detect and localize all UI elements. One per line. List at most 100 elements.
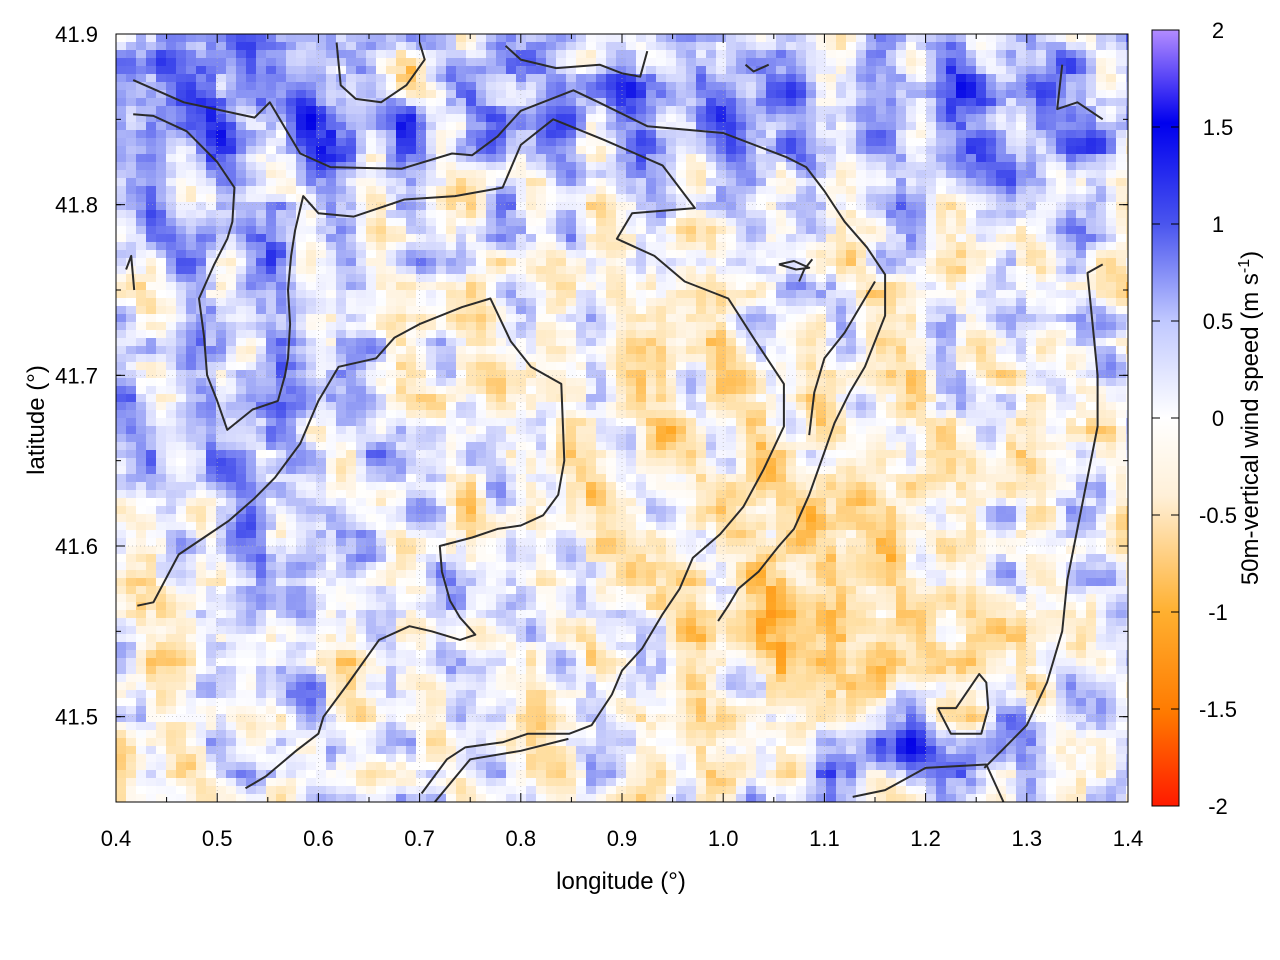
heatmap-cell — [596, 42, 607, 51]
heatmap-cell — [156, 58, 167, 67]
heatmap-cell — [736, 34, 747, 43]
heatmap-cell — [436, 394, 447, 403]
heatmap-cell — [336, 178, 347, 187]
heatmap-cell — [466, 330, 477, 339]
heatmap-cell — [936, 298, 947, 307]
heatmap-cell — [416, 154, 427, 163]
heatmap-cell — [866, 58, 877, 67]
heatmap-cell — [246, 298, 257, 307]
heatmap-cell — [846, 418, 857, 427]
heatmap-cell — [996, 378, 1007, 387]
heatmap-cell — [756, 42, 767, 51]
heatmap-cell — [396, 242, 407, 251]
heatmap-cell — [326, 274, 337, 283]
heatmap-cell — [156, 322, 167, 331]
heatmap-cell — [226, 282, 237, 291]
heatmap-cell — [336, 250, 347, 259]
heatmap-cell — [116, 42, 127, 51]
heatmap-cell — [416, 138, 427, 147]
heatmap-cell — [676, 306, 687, 315]
heatmap-cell — [826, 106, 837, 115]
heatmap-cell — [606, 50, 617, 59]
heatmap-cell — [1016, 202, 1027, 211]
heatmap-cell — [366, 250, 377, 259]
heatmap-cell — [556, 74, 567, 83]
heatmap-cell — [906, 210, 917, 219]
heatmap-cell — [326, 306, 337, 315]
heatmap-cell — [516, 58, 527, 67]
heatmap-cell — [1126, 146, 1128, 155]
heatmap-cell — [426, 138, 437, 147]
heatmap-cell — [196, 338, 207, 347]
heatmap-cell — [156, 330, 167, 339]
heatmap-cell — [1106, 234, 1117, 243]
heatmap-cell — [646, 178, 657, 187]
heatmap-cell — [1016, 242, 1027, 251]
heatmap-cell — [296, 234, 307, 243]
heatmap-cell — [956, 210, 967, 219]
heatmap-cell — [316, 242, 327, 251]
heatmap-cell — [956, 354, 967, 363]
heatmap-cell — [316, 194, 327, 203]
heatmap-cell — [1106, 282, 1117, 291]
heatmap-cell — [386, 242, 397, 251]
heatmap-cell — [866, 202, 877, 211]
heatmap-cell — [946, 290, 957, 299]
heatmap-cell — [946, 202, 957, 211]
heatmap-cell — [796, 314, 807, 323]
heatmap-cell — [676, 210, 687, 219]
heatmap-cell — [326, 386, 337, 395]
heatmap-cell — [296, 106, 307, 115]
heatmap-cell — [656, 210, 667, 219]
heatmap-cell — [136, 202, 147, 211]
heatmap-cell — [706, 58, 717, 67]
heatmap-cell — [236, 354, 247, 363]
heatmap-cell — [1076, 418, 1087, 427]
heatmap-cell — [1066, 418, 1077, 427]
heatmap-cell — [376, 122, 387, 131]
heatmap-cell — [866, 306, 877, 315]
heatmap-cell — [326, 146, 337, 155]
heatmap-cell — [1056, 50, 1067, 59]
heatmap-cell — [556, 378, 567, 387]
heatmap-cell — [826, 146, 837, 155]
heatmap-cell — [646, 362, 657, 371]
heatmap-cell — [436, 266, 447, 275]
heatmap-cell — [526, 306, 537, 315]
heatmap-cell — [456, 282, 467, 291]
heatmap-cell — [956, 338, 967, 347]
heatmap-cell — [996, 226, 1007, 235]
heatmap-cell — [546, 258, 557, 267]
heatmap-cell — [1036, 370, 1047, 379]
heatmap-cell — [936, 130, 947, 139]
heatmap-cell — [926, 218, 937, 227]
heatmap-cell — [806, 322, 817, 331]
heatmap-cell — [866, 186, 877, 195]
heatmap-cell — [636, 114, 647, 123]
heatmap-cell — [166, 242, 177, 251]
heatmap-cell — [206, 306, 217, 315]
heatmap-cell — [636, 98, 647, 107]
heatmap-cell — [496, 282, 507, 291]
heatmap-cell — [266, 58, 277, 67]
heatmap-cell — [936, 234, 947, 243]
heatmap-cell — [516, 282, 527, 291]
heatmap-cell — [536, 226, 547, 235]
heatmap-cell — [766, 82, 777, 91]
heatmap-cell — [656, 394, 667, 403]
heatmap-cell — [956, 410, 967, 419]
heatmap-cell — [276, 34, 287, 43]
heatmap-cell — [286, 162, 297, 171]
heatmap-cell — [826, 314, 837, 323]
heatmap-cell — [896, 186, 907, 195]
heatmap-cell — [866, 178, 877, 187]
heatmap-cell — [436, 250, 447, 259]
heatmap-cell — [126, 250, 137, 259]
heatmap-cell — [496, 410, 507, 419]
heatmap-cell — [246, 34, 257, 43]
heatmap-cell — [646, 290, 657, 299]
heatmap-cell — [216, 146, 227, 155]
heatmap-cell — [1106, 218, 1117, 227]
heatmap-cell — [186, 210, 197, 219]
heatmap-cell — [1066, 98, 1077, 107]
